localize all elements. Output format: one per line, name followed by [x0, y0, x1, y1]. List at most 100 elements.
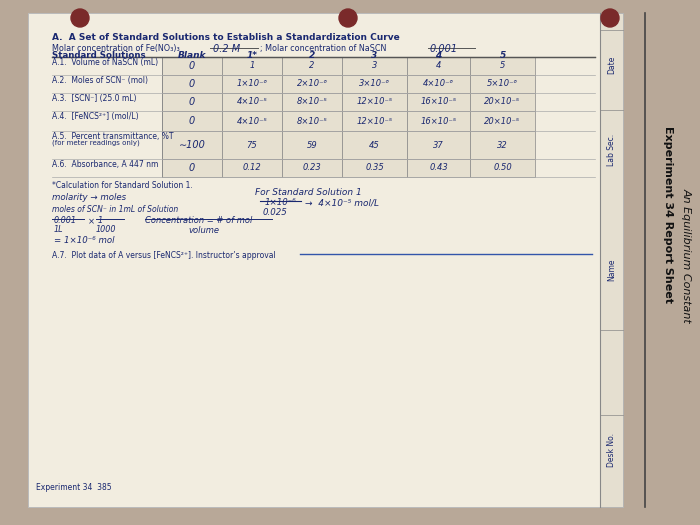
FancyBboxPatch shape: [282, 131, 342, 159]
FancyBboxPatch shape: [470, 93, 535, 111]
FancyBboxPatch shape: [282, 159, 342, 177]
Text: A.7.  Plot data of A versus [FeNCS²⁺]. Instructor’s approval: A.7. Plot data of A versus [FeNCS²⁺]. In…: [52, 251, 276, 260]
FancyBboxPatch shape: [342, 93, 407, 111]
Text: 5: 5: [500, 61, 505, 70]
Text: 0.2 M: 0.2 M: [213, 44, 240, 54]
Text: Blank: Blank: [178, 51, 206, 60]
Text: 4: 4: [436, 61, 441, 70]
FancyBboxPatch shape: [342, 57, 407, 75]
FancyBboxPatch shape: [470, 159, 535, 177]
Text: 5: 5: [499, 51, 505, 60]
FancyBboxPatch shape: [162, 131, 222, 159]
Text: For Standard Solution 1: For Standard Solution 1: [255, 188, 362, 197]
FancyBboxPatch shape: [470, 131, 535, 159]
Text: A.2.  Moles of SCN⁻ (mol): A.2. Moles of SCN⁻ (mol): [52, 76, 148, 85]
FancyBboxPatch shape: [342, 131, 407, 159]
Text: 12×10⁻⁵: 12×10⁻⁵: [356, 117, 393, 125]
FancyBboxPatch shape: [162, 93, 222, 111]
Text: 1*: 1*: [246, 51, 258, 60]
FancyBboxPatch shape: [28, 13, 623, 507]
Text: 0.12: 0.12: [243, 163, 261, 173]
FancyBboxPatch shape: [470, 57, 535, 75]
FancyBboxPatch shape: [222, 75, 282, 93]
Text: Molar concentration of Fe(NO₃)₃: Molar concentration of Fe(NO₃)₃: [52, 44, 180, 53]
Text: 1×10⁻⁶: 1×10⁻⁶: [237, 79, 267, 89]
FancyBboxPatch shape: [282, 93, 342, 111]
FancyBboxPatch shape: [407, 75, 470, 93]
Text: moles of SCN⁻ in 1mL of Solution: moles of SCN⁻ in 1mL of Solution: [52, 205, 178, 214]
FancyBboxPatch shape: [222, 93, 282, 111]
FancyBboxPatch shape: [222, 131, 282, 159]
Text: Standard Solutions: Standard Solutions: [52, 51, 146, 60]
Text: = 1×10⁻⁶ mol: = 1×10⁻⁶ mol: [54, 236, 115, 245]
FancyBboxPatch shape: [407, 111, 470, 131]
FancyBboxPatch shape: [407, 57, 470, 75]
Text: 4: 4: [435, 51, 442, 60]
Text: 1: 1: [98, 216, 103, 225]
Text: 20×10⁻⁵: 20×10⁻⁵: [484, 98, 521, 107]
Text: 45: 45: [369, 141, 380, 150]
Text: 1L: 1L: [54, 225, 64, 234]
Text: *Calculation for Standard Solution 1.: *Calculation for Standard Solution 1.: [52, 181, 192, 190]
Text: 12×10⁻⁵: 12×10⁻⁵: [356, 98, 393, 107]
Text: →  4×10⁻⁵ mol/L: → 4×10⁻⁵ mol/L: [305, 198, 379, 207]
Text: Lab Sec.: Lab Sec.: [608, 134, 617, 166]
FancyBboxPatch shape: [282, 111, 342, 131]
Text: ∼100: ∼100: [178, 140, 205, 150]
Text: 0.001: 0.001: [54, 216, 77, 225]
Text: 4×10⁻⁵: 4×10⁻⁵: [237, 117, 267, 125]
Text: (for meter readings only): (for meter readings only): [52, 140, 140, 146]
FancyBboxPatch shape: [342, 75, 407, 93]
Text: 0.001: 0.001: [430, 44, 458, 54]
FancyBboxPatch shape: [470, 111, 535, 131]
Text: 3: 3: [372, 61, 377, 70]
Text: 37: 37: [433, 141, 444, 150]
Text: 3×10⁻⁶: 3×10⁻⁶: [359, 79, 390, 89]
Text: A.5.  Percent transmittance, %T: A.5. Percent transmittance, %T: [52, 132, 174, 141]
Text: A.  A Set of Standard Solutions to Establish a Standardization Curve: A. A Set of Standard Solutions to Establ…: [52, 33, 400, 42]
Text: 1×10⁻⁶: 1×10⁻⁶: [265, 198, 297, 207]
Text: ×: ×: [88, 217, 95, 226]
Text: 16×10⁻⁵: 16×10⁻⁵: [421, 98, 456, 107]
Text: Experiment 34 Report Sheet: Experiment 34 Report Sheet: [663, 127, 673, 303]
Text: 2×10⁻⁶: 2×10⁻⁶: [297, 79, 328, 89]
FancyBboxPatch shape: [282, 75, 342, 93]
Text: A.4.  [FeNCS²⁺] (mol/L): A.4. [FeNCS²⁺] (mol/L): [52, 112, 139, 121]
Text: 0: 0: [189, 97, 195, 107]
FancyBboxPatch shape: [282, 57, 342, 75]
Circle shape: [71, 9, 89, 27]
Text: A.1.  Volume of NaSCN (mL): A.1. Volume of NaSCN (mL): [52, 58, 158, 67]
Text: 16×10⁻⁵: 16×10⁻⁵: [421, 117, 456, 125]
Text: Desk No.: Desk No.: [608, 433, 617, 467]
FancyBboxPatch shape: [470, 75, 535, 93]
Text: Experiment 34  385: Experiment 34 385: [36, 483, 111, 492]
FancyBboxPatch shape: [407, 131, 470, 159]
FancyBboxPatch shape: [162, 75, 222, 93]
Text: 0.50: 0.50: [493, 163, 512, 173]
Text: 3: 3: [372, 51, 377, 60]
FancyBboxPatch shape: [407, 93, 470, 111]
Text: 0.35: 0.35: [365, 163, 384, 173]
Text: 2: 2: [309, 61, 315, 70]
Text: molarity → moles: molarity → moles: [52, 193, 126, 202]
Text: 1000: 1000: [96, 225, 116, 234]
Text: 4×10⁻⁶: 4×10⁻⁶: [423, 79, 454, 89]
Text: A.6.  Absorbance, A 447 nm: A.6. Absorbance, A 447 nm: [52, 160, 158, 169]
Text: 8×10⁻⁵: 8×10⁻⁵: [297, 117, 328, 125]
Text: 59: 59: [307, 141, 317, 150]
FancyBboxPatch shape: [222, 159, 282, 177]
Text: 0: 0: [189, 79, 195, 89]
Bar: [600, 13, 623, 507]
Circle shape: [601, 9, 619, 27]
Text: 0: 0: [189, 116, 195, 126]
FancyBboxPatch shape: [162, 159, 222, 177]
Text: 0.43: 0.43: [429, 163, 448, 173]
Text: 4×10⁻⁵: 4×10⁻⁵: [237, 98, 267, 107]
Circle shape: [339, 9, 357, 27]
Text: 0: 0: [189, 163, 195, 173]
FancyBboxPatch shape: [222, 111, 282, 131]
Text: ; Molar concentration of NaSCN: ; Molar concentration of NaSCN: [260, 44, 386, 53]
Text: 5×10⁻⁶: 5×10⁻⁶: [487, 79, 518, 89]
FancyBboxPatch shape: [407, 159, 470, 177]
Text: A.3.  [SCN⁻] (25.0 mL): A.3. [SCN⁻] (25.0 mL): [52, 94, 136, 103]
